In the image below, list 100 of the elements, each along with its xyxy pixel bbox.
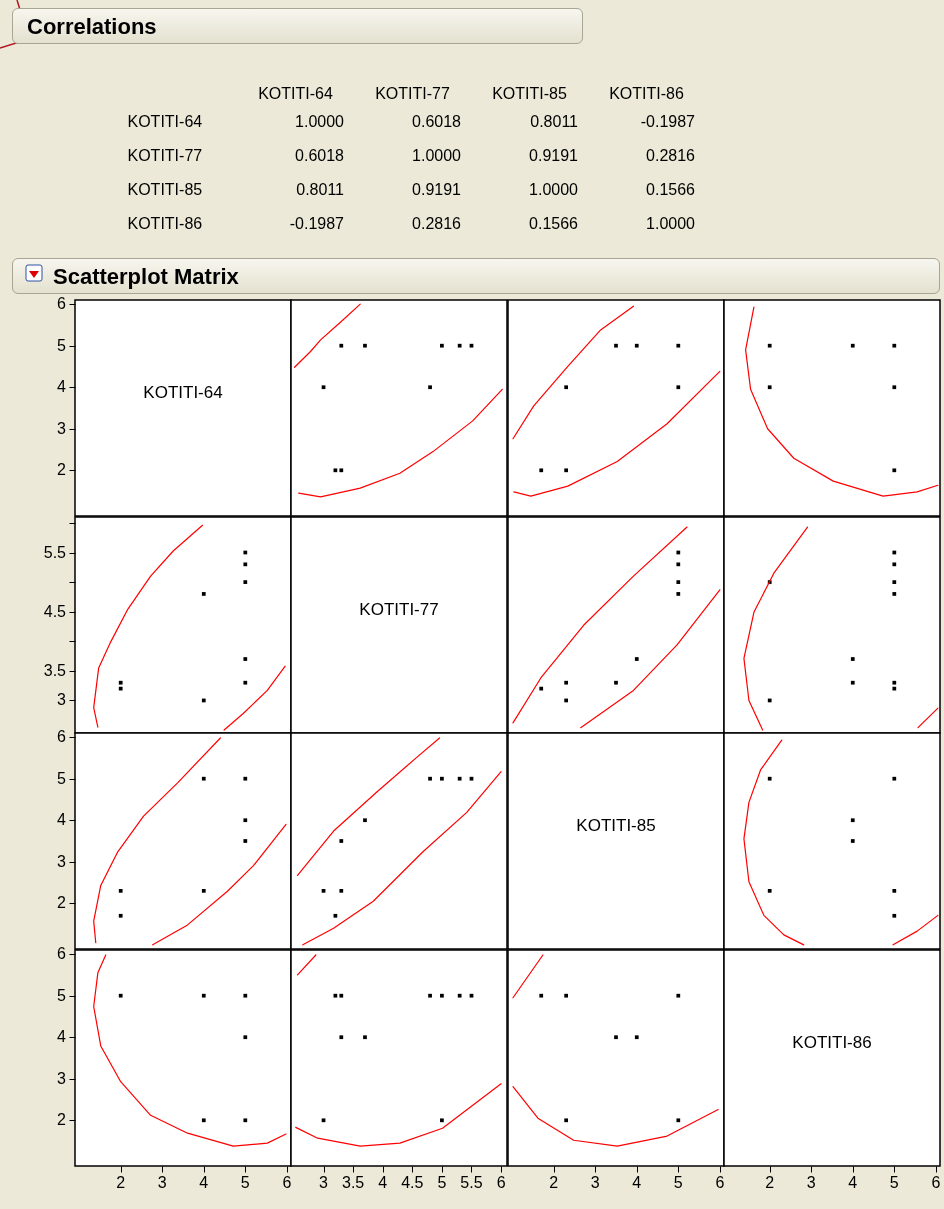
data-label: 1.0000 xyxy=(412,147,462,164)
x-tick-label: 2 xyxy=(765,1174,775,1191)
y-tick-label: KOTITI-86 xyxy=(127,215,203,232)
y-tick-label: KOTITI-85 xyxy=(127,181,203,198)
point xyxy=(440,776,444,781)
y-tick-label: 3 xyxy=(57,852,67,870)
line-series xyxy=(93,737,221,944)
y-tick-label: 3 xyxy=(57,419,67,437)
x-tick-label: 3 xyxy=(806,1174,816,1191)
data-label: 0.8011 xyxy=(296,181,345,198)
x-tick-label: 6 xyxy=(931,1174,941,1191)
x-tick-label: KOTITI-64 xyxy=(258,84,333,102)
point xyxy=(850,680,855,685)
data-label: 0.9191 xyxy=(412,181,462,198)
data-label: 0.9191 xyxy=(529,147,579,164)
point xyxy=(201,888,206,893)
x-tick-label: 3 xyxy=(590,1174,600,1191)
point xyxy=(339,888,344,893)
point xyxy=(243,562,248,567)
data-label: 0.2816 xyxy=(412,215,462,232)
line-series xyxy=(93,954,287,1147)
y-tick-label: 5.5 xyxy=(43,543,67,561)
point xyxy=(676,562,681,567)
line-series xyxy=(93,524,204,728)
chart-title: Scatterplot Matrix xyxy=(53,264,239,290)
line-series xyxy=(152,823,287,946)
chart-title: Correlations xyxy=(27,14,157,40)
point xyxy=(850,839,855,843)
y-tick-label: 3.5 xyxy=(43,661,67,679)
point xyxy=(850,657,855,661)
point xyxy=(892,776,897,781)
data-label: 1.0000 xyxy=(529,181,579,198)
point xyxy=(850,818,855,823)
y-tick-label: 4 xyxy=(57,1028,67,1046)
point xyxy=(243,657,248,661)
point xyxy=(767,888,772,893)
point xyxy=(892,888,897,893)
y-tick-label: 6 xyxy=(57,945,67,963)
x-tick-label: 5 xyxy=(437,1174,447,1191)
point xyxy=(118,680,123,685)
point xyxy=(676,580,681,584)
point xyxy=(892,580,897,584)
point xyxy=(243,818,248,823)
x-tick-label: KOTITI-85 xyxy=(492,84,567,102)
point xyxy=(201,1118,206,1123)
point xyxy=(243,993,248,998)
point xyxy=(363,818,367,823)
data-label: -0.1987 xyxy=(640,113,696,130)
data-label: 1.0000 xyxy=(646,215,696,232)
annotation: KOTITI-64 xyxy=(143,382,223,402)
annotation: KOTITI-86 xyxy=(792,1032,872,1052)
x-tick-label: 4.5 xyxy=(401,1174,424,1191)
point xyxy=(892,913,897,918)
text: KOTITI-85 xyxy=(576,815,656,835)
data-label: 0.2816 xyxy=(646,147,696,164)
x-tick-label: KOTITI-77 xyxy=(375,84,450,102)
y-tick-label: 2 xyxy=(57,894,67,912)
point xyxy=(564,680,569,685)
point xyxy=(243,839,248,843)
x-tick-label: 3 xyxy=(319,1174,329,1191)
data-label: 0.8011 xyxy=(530,113,579,130)
x-tick-label: 3.5 xyxy=(342,1174,365,1191)
x-tick-label: 5 xyxy=(240,1174,250,1191)
point xyxy=(243,680,248,685)
point xyxy=(676,592,681,596)
x-tick-label: 6 xyxy=(715,1174,725,1191)
x-tick-label: 4 xyxy=(848,1174,858,1191)
data-label: 0.1566 xyxy=(529,215,579,232)
point xyxy=(634,657,639,661)
point xyxy=(339,839,344,843)
point xyxy=(118,913,123,918)
point xyxy=(118,993,123,998)
y-tick-label: 4 xyxy=(57,378,67,396)
y-tick-label: 3 xyxy=(57,691,67,709)
point xyxy=(892,592,897,596)
x-tick-label: 5 xyxy=(673,1174,683,1191)
data-label: 1.0000 xyxy=(295,113,345,130)
data-label: 0.6018 xyxy=(412,113,462,130)
text: KOTITI-77 xyxy=(359,599,439,619)
point xyxy=(457,776,462,781)
y-tick-label: 5 xyxy=(57,769,67,787)
point xyxy=(201,592,206,596)
x-tick-label: 2 xyxy=(549,1174,559,1191)
point xyxy=(614,680,618,685)
y-tick-label: 2 xyxy=(57,461,67,479)
point xyxy=(767,776,772,781)
x-tick-label: KOTITI-86 xyxy=(609,84,684,102)
y-tick-label: 3 xyxy=(57,1069,67,1087)
y-tick-label: KOTITI-64 xyxy=(127,113,203,130)
data-label: -0.1987 xyxy=(289,215,345,232)
x-tick-label: 6 xyxy=(282,1174,292,1191)
y-tick-label: 4.5 xyxy=(43,602,67,620)
point xyxy=(201,776,206,781)
point xyxy=(243,580,248,584)
point xyxy=(243,1118,248,1123)
point xyxy=(118,888,123,893)
point xyxy=(243,1035,248,1040)
y-tick-label: 6 xyxy=(57,728,67,746)
point xyxy=(892,680,897,685)
line-series xyxy=(223,665,286,731)
